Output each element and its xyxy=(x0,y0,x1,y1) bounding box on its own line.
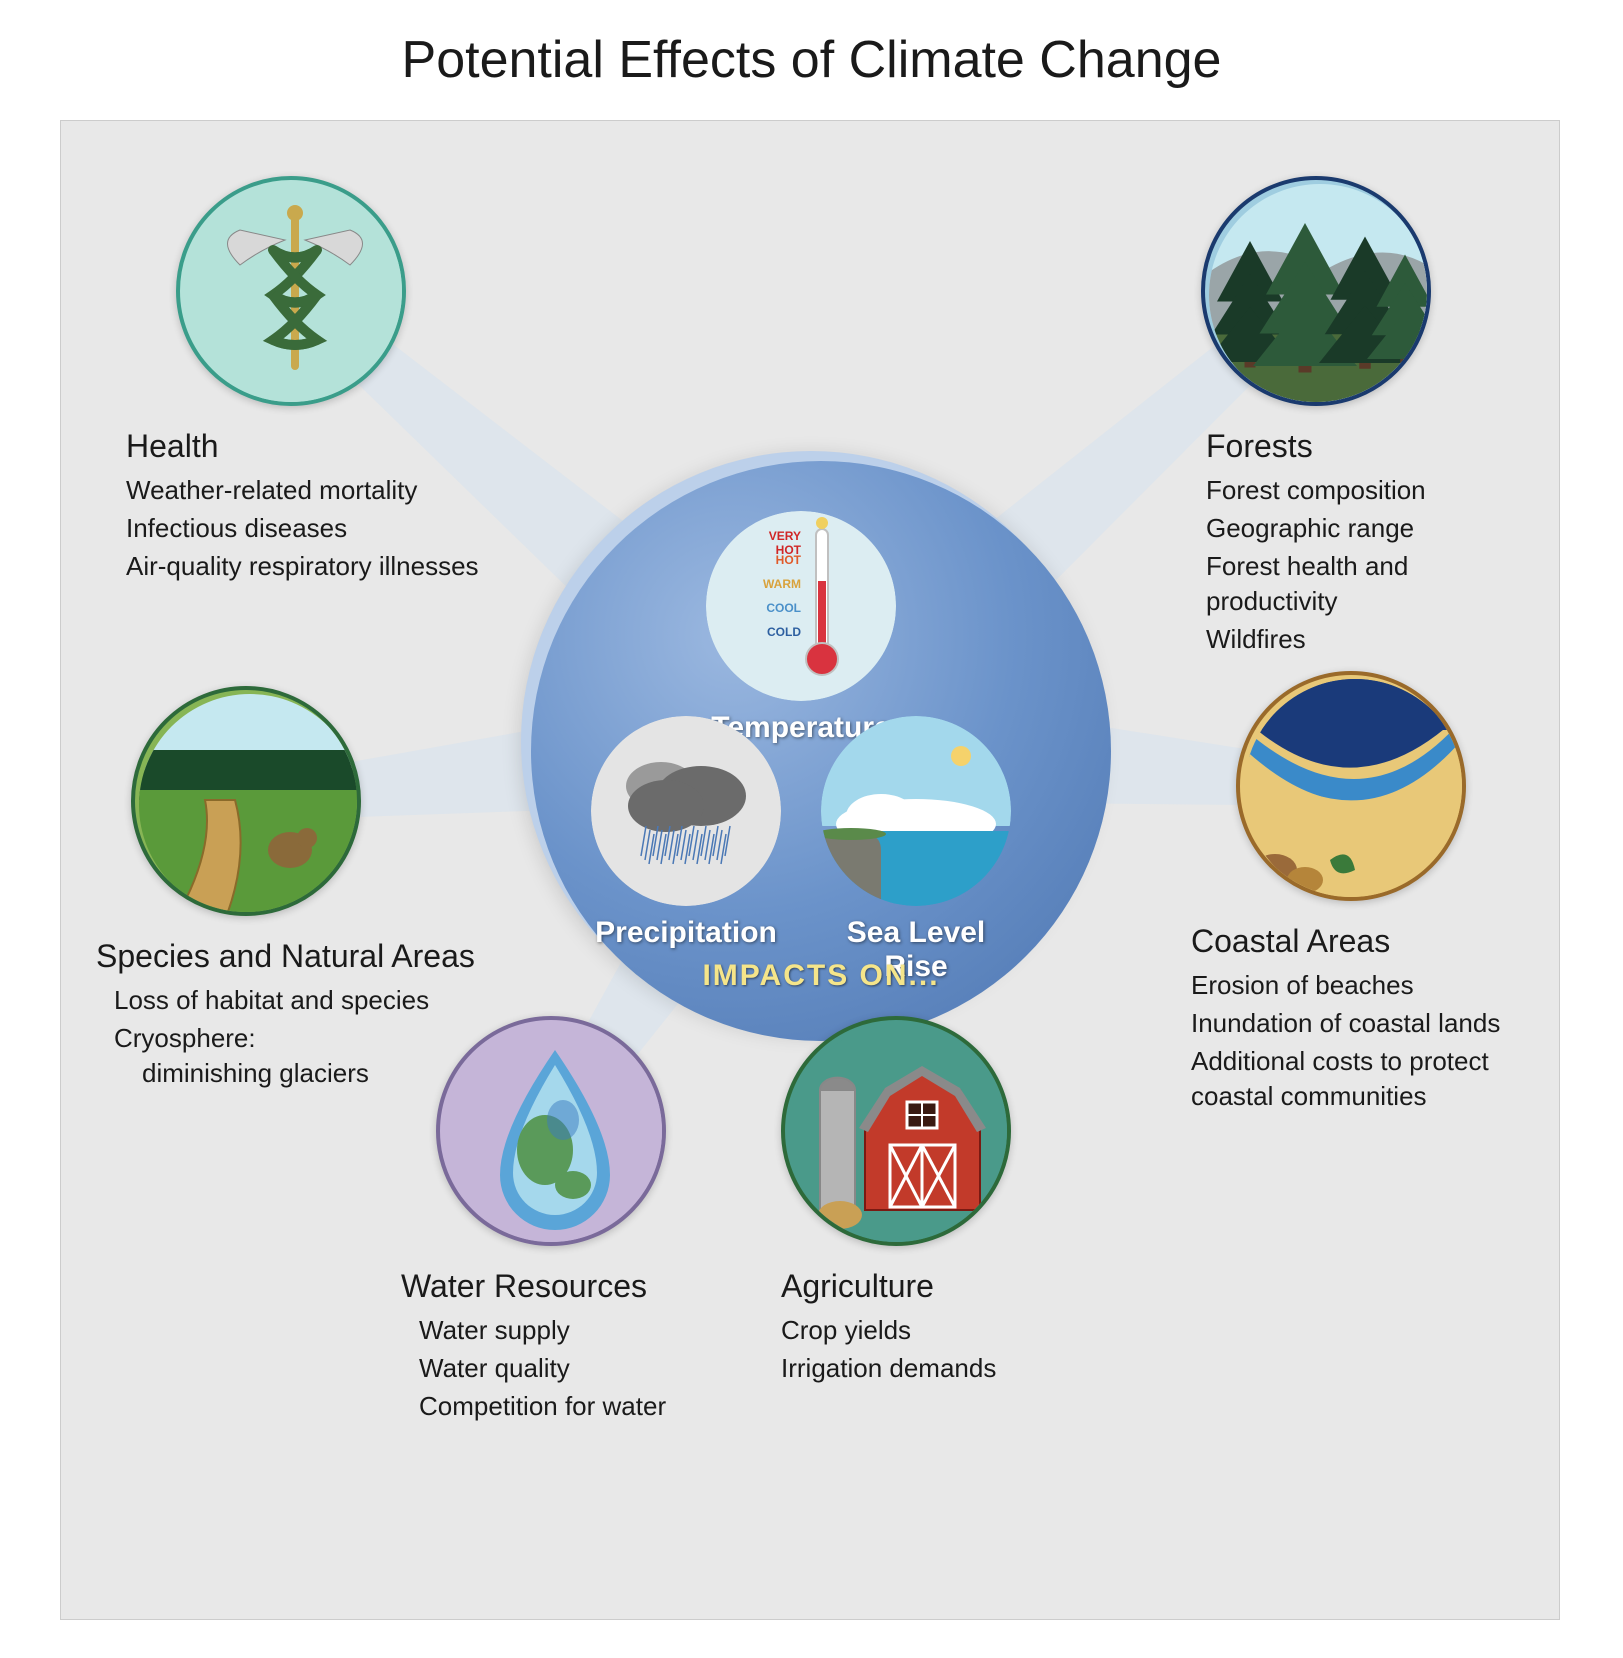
water-item: Competition for water xyxy=(401,1389,741,1424)
forests-items: Forest compositionGeographic rangeForest… xyxy=(1206,473,1526,657)
agriculture-item: Crop yields xyxy=(781,1313,1101,1348)
forests-item: Wildfires xyxy=(1206,622,1526,657)
forests-item: Forest composition xyxy=(1206,473,1526,508)
driver-sealevel: Sea Level Rise xyxy=(821,716,1011,984)
health-icon xyxy=(176,176,406,406)
health-text-block: Health Weather-related mortalityInfectiou… xyxy=(126,416,486,587)
forests-title: Forests xyxy=(1206,428,1526,465)
coastal-item: Inundation of coastal lands xyxy=(1191,1006,1551,1041)
driver-precipitation: Precipitation xyxy=(591,716,781,950)
species-icon xyxy=(131,686,361,916)
diagram-panel: VERY HOTHOTWARMCOOLCOLD Temperature Prec… xyxy=(60,120,1560,1620)
coastal-item: Additional costs to protect coastal comm… xyxy=(1191,1044,1551,1114)
driver-temperature: VERY HOTHOTWARMCOOLCOLD Temperature xyxy=(706,511,896,745)
forests-item: Geographic range xyxy=(1206,511,1526,546)
coastal-text-block: Coastal Areas Erosion of beachesInundatio… xyxy=(1191,911,1551,1117)
forests-icon xyxy=(1201,176,1431,406)
health-title: Health xyxy=(126,428,486,465)
species-item: Loss of habitat and species xyxy=(96,983,516,1018)
thermo-label: WARM xyxy=(746,577,801,591)
forests-text-block: Forests Forest compositionGeographic rang… xyxy=(1206,416,1526,660)
health-item: Infectious diseases xyxy=(126,511,486,546)
coastal-title: Coastal Areas xyxy=(1191,923,1551,960)
water-text-block: Water Resources Water supplyWater quality… xyxy=(401,1256,741,1427)
driver-label-precipitation: Precipitation xyxy=(591,916,781,950)
agriculture-items: Crop yieldsIrrigation demands xyxy=(781,1313,1101,1386)
agriculture-title: Agriculture xyxy=(781,1268,1101,1305)
agriculture-icon xyxy=(781,1016,1011,1246)
thermo-label: COOL xyxy=(746,601,801,615)
central-hub: VERY HOTHOTWARMCOOLCOLD Temperature Prec… xyxy=(521,451,1101,1031)
water-items: Water supplyWater qualityCompetition for… xyxy=(401,1313,741,1424)
agriculture-item: Irrigation demands xyxy=(781,1351,1101,1386)
thermo-label: COLD xyxy=(746,625,801,639)
page-title: Potential Effects of Climate Change xyxy=(0,0,1623,90)
health-items: Weather-related mortalityInfectious dise… xyxy=(126,473,486,584)
health-item: Weather-related mortality xyxy=(126,473,486,508)
water-title: Water Resources xyxy=(401,1268,741,1305)
coastal-items: Erosion of beachesInundation of coastal … xyxy=(1191,968,1551,1114)
water-icon xyxy=(436,1016,666,1246)
coastal-icon xyxy=(1236,671,1466,901)
coastal-item: Erosion of beaches xyxy=(1191,968,1551,1003)
water-item: Water quality xyxy=(401,1351,741,1386)
water-item: Water supply xyxy=(401,1313,741,1348)
impacts-on-label: IMPACTS ON... xyxy=(531,959,1111,993)
thermo-label: HOT xyxy=(746,553,801,567)
forests-item: Forest health and productivity xyxy=(1206,549,1526,619)
health-item: Air-quality respiratory illnesses xyxy=(126,549,486,584)
agriculture-text-block: Agriculture Crop yieldsIrrigation demands xyxy=(781,1256,1101,1389)
species-title: Species and Natural Areas xyxy=(96,938,516,975)
